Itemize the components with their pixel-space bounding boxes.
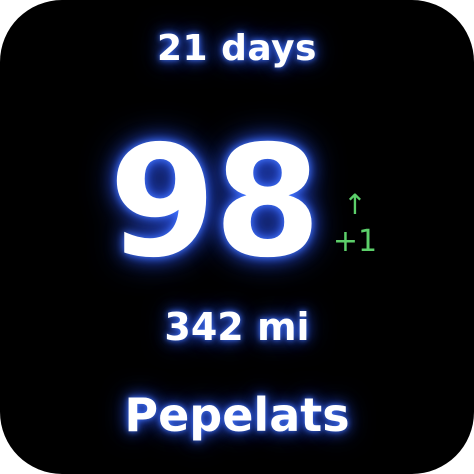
vehicle-name: Pepelats <box>124 388 350 442</box>
arrow-up-icon: ↑ <box>343 188 367 221</box>
distance-label: 342 mi <box>164 305 310 349</box>
duration-label: 21 days <box>157 28 317 69</box>
score-change: ↑ +1 <box>330 188 380 262</box>
score-value: 98 <box>108 113 321 292</box>
score-change-value: +1 <box>332 224 378 259</box>
